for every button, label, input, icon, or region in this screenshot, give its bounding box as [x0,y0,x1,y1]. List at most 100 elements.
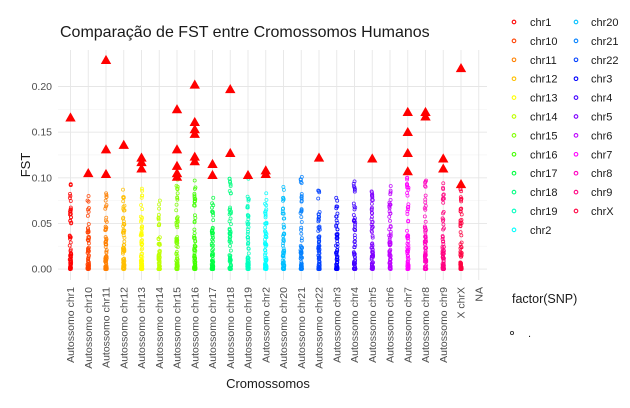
data-point [352,245,357,250]
data-point [351,181,356,186]
x-tick-label: Autossomo chr7 [402,287,414,363]
data-point [316,235,321,240]
data-point [405,228,409,233]
data-point [122,265,127,270]
data-point [316,249,321,254]
data-point [122,208,127,213]
data-point [406,219,411,224]
data-point [121,195,126,200]
outlier-marker [171,104,183,114]
legend-label: chr3 [591,74,612,86]
data-point [334,252,339,257]
data-point [388,184,393,188]
legend-key [573,114,579,119]
data-point [298,266,303,271]
data-point [192,234,196,239]
data-point [68,182,73,187]
data-point [405,209,410,214]
data-point [263,215,268,220]
data-point [280,211,285,216]
data-point [441,181,446,186]
data-point [351,201,356,206]
outlier-marker [225,147,236,158]
x-tick-label: Autossomo chr14 [154,287,166,369]
data-point [299,225,304,230]
legend: chr1 chr10 chr11 chr12 chr13 chr14 chr15 chr16 c… [511,17,619,237]
outlier-marker [189,124,200,134]
data-point [157,206,162,211]
outlier-marker [189,151,200,161]
data-point [334,218,339,223]
legend-label: chr17 [530,168,558,180]
data-point [228,207,233,212]
data-point [442,256,446,261]
data-point [369,217,374,222]
data-point [121,248,126,253]
data-point [316,196,321,201]
data-point [140,238,145,243]
data-point [174,267,179,271]
data-point [388,240,393,245]
data-point [175,215,180,220]
data-point [121,215,126,220]
data-point [423,197,428,202]
data-point [353,266,358,271]
data-point [369,208,374,212]
x-tick-label: Autossomo chr4 [349,287,361,363]
data-point [121,257,126,262]
legend-label: chrX [591,206,614,218]
outlier-marker [136,163,147,173]
data-point [85,230,90,235]
data-point [351,213,356,217]
data-point [157,242,162,247]
outlier-marker [367,153,378,163]
legend-label: chr10 [530,36,558,48]
data-point [388,218,392,223]
x-tick-label: Autossomo chr16 [189,287,201,369]
data-point [140,207,145,212]
data-point [299,227,303,232]
data-point [335,257,340,262]
legend-label: chr14 [530,112,558,124]
legend-key [511,19,517,25]
data-point [246,267,251,271]
data-point [86,265,91,269]
data-point [458,260,463,265]
data-point [280,254,285,258]
data-point [406,239,411,244]
outlier-marker [420,111,431,121]
outlier-marker [313,152,325,162]
data-point [317,261,322,266]
data-point [441,265,446,270]
data-point [246,217,251,222]
legend-label: chr19 [530,206,558,218]
legend-key [511,133,517,138]
data-point [210,237,215,242]
data-point [422,224,427,229]
data-point [264,255,269,260]
data-point [459,254,463,259]
data-point [405,175,410,180]
data-point [423,259,428,264]
data-point [245,227,250,232]
data-point [122,235,127,240]
data-point [300,255,304,260]
data-point [369,222,374,227]
data-point [210,248,215,253]
data-point [67,234,72,239]
data-point [174,249,179,254]
data-point [263,262,267,267]
legend-key [573,208,579,214]
data-point [370,192,375,197]
x-tick-label: Autossomo chr3 [331,287,343,363]
data-point [388,247,393,252]
legend-label: chr9 [591,187,612,199]
data-point [263,209,268,214]
data-point [157,259,162,264]
outlier-marker [420,106,431,116]
data-point [280,258,285,263]
legend-key [511,38,517,44]
outlier-marker [118,139,129,149]
data-point [352,185,357,190]
data-point [299,207,304,212]
